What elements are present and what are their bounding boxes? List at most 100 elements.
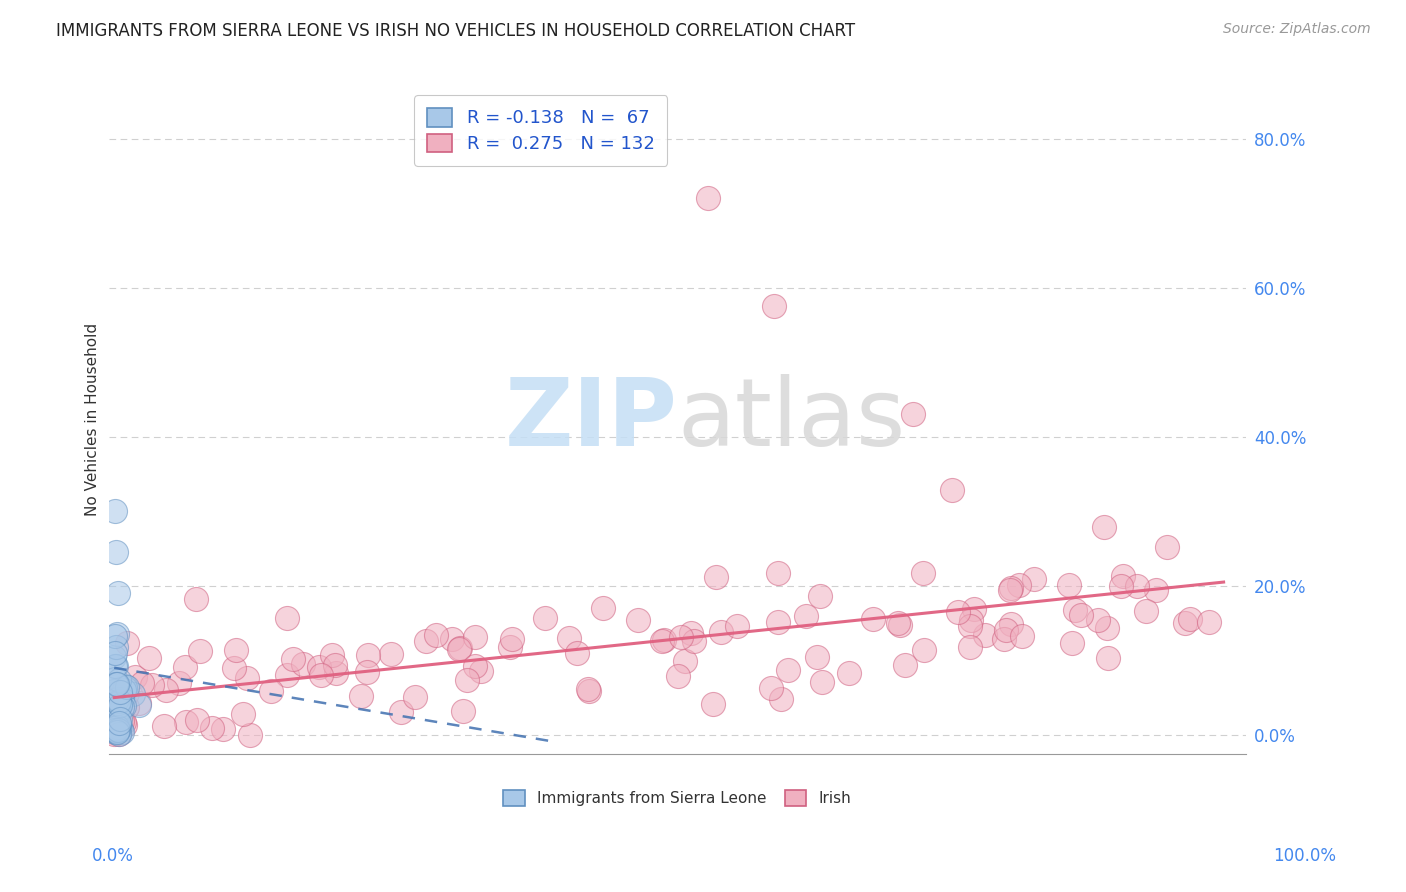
Point (292, 657, 315, 671)
Point (1094, 520, 1116, 534)
Point (104, 725, 127, 739)
Point (108, 721, 131, 735)
Point (1095, 621, 1118, 635)
Point (107, 696, 129, 710)
Text: atlas: atlas (678, 374, 905, 466)
Point (173, 660, 195, 674)
Point (960, 613, 983, 627)
Point (558, 631, 581, 645)
Point (763, 299, 786, 313)
Point (114, 718, 136, 732)
Point (117, 699, 139, 714)
Point (111, 691, 134, 706)
Legend: Immigrants from Sierra Leone, Irish: Immigrants from Sierra Leone, Irish (498, 784, 858, 813)
Point (128, 698, 150, 712)
Point (104, 704, 127, 718)
Point (1011, 629, 1033, 643)
Point (105, 719, 128, 733)
Point (107, 720, 129, 734)
Point (122, 687, 145, 701)
Point (107, 723, 129, 738)
Point (104, 712, 127, 726)
Point (111, 714, 134, 729)
Point (1112, 569, 1135, 583)
Point (176, 714, 198, 729)
Point (456, 673, 478, 688)
Point (103, 650, 125, 665)
Point (808, 589, 831, 603)
Point (1156, 540, 1178, 554)
Point (766, 566, 789, 580)
Point (276, 611, 298, 625)
Point (110, 723, 132, 737)
Point (186, 591, 208, 606)
Point (404, 690, 426, 704)
Point (104, 705, 127, 719)
Point (592, 600, 614, 615)
Point (188, 644, 211, 658)
Text: 0.0%: 0.0% (91, 847, 134, 865)
Point (887, 616, 910, 631)
Point (889, 617, 911, 632)
Point (104, 646, 127, 660)
Point (105, 708, 128, 723)
Point (239, 728, 262, 742)
Point (1008, 578, 1031, 592)
Point (941, 483, 963, 497)
Point (838, 665, 860, 680)
Point (1198, 615, 1220, 629)
Point (104, 686, 127, 700)
Point (107, 586, 129, 600)
Point (959, 640, 981, 654)
Point (112, 714, 135, 729)
Point (380, 648, 402, 662)
Point (710, 625, 733, 640)
Text: Source: ZipAtlas.com: Source: ZipAtlas.com (1223, 22, 1371, 37)
Point (104, 504, 127, 518)
Point (1097, 651, 1119, 665)
Point (107, 696, 129, 710)
Point (441, 632, 464, 646)
Point (725, 619, 748, 633)
Point (107, 727, 129, 741)
Point (104, 659, 127, 673)
Point (963, 602, 986, 616)
Point (323, 658, 346, 673)
Point (1000, 581, 1022, 595)
Point (104, 699, 127, 714)
Point (114, 680, 136, 694)
Point (810, 674, 832, 689)
Point (501, 632, 523, 647)
Point (309, 668, 332, 682)
Point (325, 666, 347, 681)
Y-axis label: No Vehicles in Household: No Vehicles in Household (86, 324, 100, 516)
Point (276, 668, 298, 682)
Point (1109, 579, 1132, 593)
Point (1070, 607, 1092, 622)
Point (778, 663, 800, 677)
Point (415, 633, 437, 648)
Point (696, 191, 718, 205)
Point (683, 634, 706, 648)
Point (105, 691, 128, 706)
Point (998, 583, 1021, 598)
Text: ZIP: ZIP (505, 374, 678, 466)
Point (104, 726, 127, 740)
Point (201, 722, 224, 736)
Point (259, 684, 281, 698)
Point (222, 660, 245, 674)
Point (107, 706, 129, 721)
Point (107, 700, 129, 714)
Point (108, 694, 131, 708)
Point (451, 704, 474, 718)
Point (103, 704, 125, 718)
Point (652, 632, 675, 647)
Point (993, 632, 1015, 647)
Point (124, 670, 146, 684)
Point (578, 684, 600, 698)
Point (1146, 582, 1168, 597)
Point (567, 646, 589, 660)
Point (107, 719, 129, 733)
Point (1135, 604, 1157, 618)
Point (108, 712, 131, 726)
